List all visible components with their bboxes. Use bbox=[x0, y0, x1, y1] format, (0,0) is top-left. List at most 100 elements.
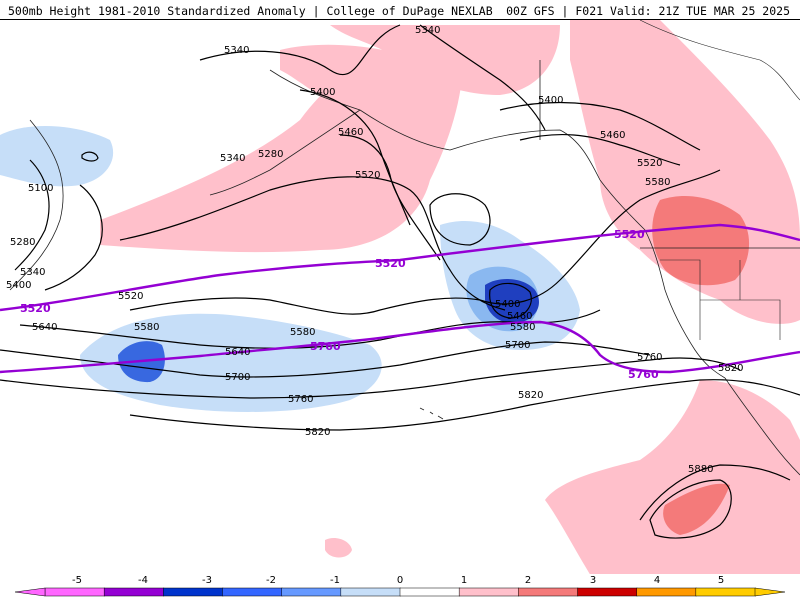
contour-label: 5580 bbox=[134, 322, 159, 333]
contour-label: 5340 bbox=[415, 25, 440, 36]
contour-label: 5460 bbox=[600, 130, 625, 141]
positive-anomaly-small bbox=[325, 538, 352, 558]
colorbar-tick-label: -3 bbox=[202, 575, 212, 586]
baja-coast bbox=[724, 377, 800, 476]
contour-label: 5820 bbox=[718, 363, 743, 374]
colorbar-tick-label: 4 bbox=[654, 575, 660, 586]
colorbar-tick-label: -1 bbox=[330, 575, 340, 586]
kamchatka-coast bbox=[9, 119, 64, 291]
contour-label: 5580 bbox=[510, 322, 535, 333]
contour-low-closed bbox=[429, 193, 491, 246]
contour-low-inner bbox=[489, 282, 532, 319]
contour-5520-north bbox=[119, 176, 506, 311]
contour-label: 5760 bbox=[288, 394, 313, 405]
contour-label: 5400 bbox=[495, 299, 520, 310]
aleutian-chain bbox=[209, 109, 361, 196]
model-run-valid-time: 00Z GFS | F021 Valid: 21Z TUE MAR 25 202… bbox=[506, 4, 790, 18]
contour-label: 5340 bbox=[20, 267, 45, 278]
west-us-coast bbox=[664, 289, 726, 379]
anomaly-shading bbox=[0, 20, 800, 588]
colorbar-svg: -5 -4 -3 -2 -1 0 1 2 3 4 5 bbox=[14, 575, 786, 597]
positive-anomaly-west-us-core bbox=[652, 195, 750, 286]
positive-anomaly-mexico-core bbox=[663, 483, 730, 535]
contour-label: 5760 bbox=[637, 352, 662, 363]
colorbar-swatch bbox=[163, 587, 224, 597]
contour-label: 5520 bbox=[355, 170, 380, 181]
colorbar-right-arrow bbox=[754, 587, 786, 597]
colorbar-swatch bbox=[518, 587, 579, 597]
contour-label: 5880 bbox=[688, 464, 713, 475]
colorbar-tick-label: 1 bbox=[461, 575, 467, 586]
contour-label: 5340 bbox=[224, 45, 249, 56]
highlight-label: 5520 bbox=[20, 302, 51, 315]
highlight-5520-line bbox=[0, 223, 800, 312]
highlight-label: 5520 bbox=[614, 228, 645, 241]
contour-label: 5700 bbox=[505, 340, 530, 351]
highlight-label: 5520 bbox=[375, 257, 406, 270]
contour-label: 5400 bbox=[538, 95, 563, 106]
negative-anomaly-siberia bbox=[0, 125, 114, 187]
colorbar-swatch bbox=[340, 587, 401, 597]
highlight-5760-line bbox=[0, 320, 800, 374]
contour-label: 5280 bbox=[258, 149, 283, 160]
contour-label: 5460 bbox=[507, 311, 532, 322]
contour-5820 bbox=[129, 379, 800, 431]
colorbar-tick-label: 3 bbox=[590, 575, 596, 586]
negative-anomaly-central-pacific bbox=[80, 313, 382, 412]
colorbar-swatch bbox=[44, 587, 105, 597]
contour-label: 5640 bbox=[225, 347, 250, 358]
colorbar-swatches bbox=[14, 587, 786, 597]
product-title: 500mb Height 1981-2010 Standardized Anom… bbox=[8, 4, 493, 18]
bc-coast bbox=[599, 179, 666, 291]
alaska-coast bbox=[269, 69, 601, 181]
us-states bbox=[660, 259, 781, 340]
colorbar-left-arrow bbox=[14, 587, 46, 597]
contour-label: 5400 bbox=[310, 87, 335, 98]
contour-label: 5280 bbox=[10, 237, 35, 248]
colorbar-tick-label: -2 bbox=[266, 575, 276, 586]
contour-5280 bbox=[44, 184, 103, 291]
positive-anomaly-top bbox=[330, 25, 560, 95]
height-contours bbox=[0, 24, 800, 539]
highlight-label: 5760 bbox=[628, 368, 659, 381]
colorbar-swatch bbox=[222, 587, 283, 597]
positive-anomaly-mexico bbox=[545, 380, 800, 588]
contour-label: 5520 bbox=[118, 291, 143, 302]
colorbar-swatch bbox=[281, 587, 342, 597]
colorbar-swatch bbox=[636, 587, 697, 597]
colorbar-swatch bbox=[577, 587, 638, 597]
colorbar-tick-label: -4 bbox=[138, 575, 148, 586]
contour-label: 5580 bbox=[645, 177, 670, 188]
contour-label: 5580 bbox=[290, 327, 315, 338]
colorbar-swatch bbox=[103, 587, 165, 597]
colorbar-tick-label: 5 bbox=[718, 575, 724, 586]
colorbar-swatch bbox=[399, 587, 460, 597]
contour-label: 5520 bbox=[637, 158, 662, 169]
colorbar-tick-label: 2 bbox=[525, 575, 531, 586]
contour-label: 5700 bbox=[225, 372, 250, 383]
hawaii-islands bbox=[419, 407, 444, 420]
contour-5100 bbox=[14, 159, 50, 271]
colorbar-swatch bbox=[458, 587, 520, 597]
anomaly-colorbar: -5 -4 -3 -2 -1 0 1 2 3 4 5 bbox=[0, 574, 800, 600]
contour-5460 bbox=[339, 133, 681, 261]
contour-label: 5640 bbox=[32, 322, 57, 333]
contour-label: 5340 bbox=[220, 153, 245, 164]
contour-5580 bbox=[129, 169, 721, 315]
contour-siberia-closed bbox=[81, 151, 99, 162]
colorbar-tick-label: 0 bbox=[397, 575, 403, 586]
contour-label: 5820 bbox=[518, 390, 543, 401]
contour-label: 5100 bbox=[28, 183, 53, 194]
contour-label: 5460 bbox=[338, 127, 363, 138]
geography-lines bbox=[9, 20, 800, 476]
contour-5880-closed bbox=[649, 479, 732, 539]
highlight-contours bbox=[0, 223, 800, 374]
contour-labels: 5340 5340 5400 5400 5460 5460 5520 5520 … bbox=[6, 25, 743, 475]
contour-label: 5400 bbox=[6, 280, 31, 291]
contour-5760 bbox=[0, 357, 741, 399]
contour-5880 bbox=[639, 464, 791, 521]
weather-map[interactable]: 5340 5340 5400 5400 5460 5460 5520 5520 … bbox=[0, 20, 800, 588]
contour-5340-north bbox=[199, 24, 546, 131]
highlight-label: 5760 bbox=[310, 340, 341, 353]
colorbar-swatch bbox=[695, 587, 756, 597]
